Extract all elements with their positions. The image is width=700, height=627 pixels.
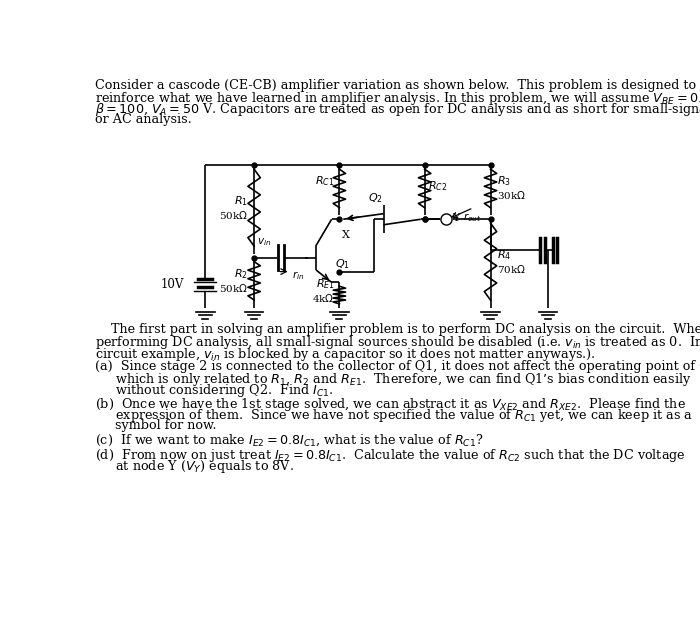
Text: without considering Q2.  Find $I_{C1}$.: without considering Q2. Find $I_{C1}$. [95,382,334,399]
Text: $r_{out}$: $r_{out}$ [463,211,482,224]
Text: (a)  Since stage 2 is connected to the collector of Q1, it does not affect the o: (a) Since stage 2 is connected to the co… [95,360,700,373]
Text: symbol for now.: symbol for now. [95,419,217,431]
Text: $R_3$: $R_3$ [497,174,511,188]
Text: $Q_1$: $Q_1$ [335,257,350,271]
Text: reinforce what we have learned in amplifier analysis. In this problem, we will a: reinforce what we have learned in amplif… [95,90,700,107]
Text: (c)  If we want to make $I_{E2} = 0.8I_{C1}$, what is the value of $R_{C1}$?: (c) If we want to make $I_{E2} = 0.8I_{C… [95,433,484,448]
Text: Y: Y [452,213,460,223]
Text: or AC analysis.: or AC analysis. [95,113,192,125]
Text: 70k$\Omega$: 70k$\Omega$ [497,263,526,275]
Text: $R_{C1}$: $R_{C1}$ [315,174,335,188]
Text: performing DC analysis, all small-signal sources should be disabled (i.e. $v_{in: performing DC analysis, all small-signal… [95,334,700,351]
Text: (d)  From now on just treat $I_{E2} = 0.8I_{C1}$.  Calculate the value of $R_{C2: (d) From now on just treat $I_{E2} = 0.8… [95,447,686,464]
Text: at node Y ($V_Y$) equals to 8V.: at node Y ($V_Y$) equals to 8V. [95,458,294,475]
Text: 4k$\Omega$: 4k$\Omega$ [312,292,335,304]
Text: 50k$\Omega$: 50k$\Omega$ [219,282,248,294]
Text: $r_{in}$: $r_{in}$ [292,269,304,282]
Text: $R_4$: $R_4$ [497,248,511,261]
Text: Consider a cascode (CE-CB) amplifier variation as shown below.  This problem is : Consider a cascode (CE-CB) amplifier var… [95,79,696,92]
Text: (b)  Once we have the 1st stage solved, we can abstract it as $V_{XE2}$ and $R_{: (b) Once we have the 1st stage solved, w… [95,396,686,413]
Text: $Q_2$: $Q_2$ [368,192,383,206]
Text: $R_{E1}$: $R_{E1}$ [316,277,335,291]
Text: $R_2$: $R_2$ [234,267,248,281]
Text: $\beta = 100$, $V_A = 50$ V. Capacitors are treated as open for DC analysis and : $\beta = 100$, $V_A = 50$ V. Capacitors … [95,102,700,119]
Text: which is only related to $R_1$, $R_2$ and $R_{E1}$.  Therefore, we can find Q1’s: which is only related to $R_1$, $R_2$ an… [95,371,692,388]
Text: 50k$\Omega$: 50k$\Omega$ [219,209,248,221]
Text: $R_{C2}$: $R_{C2}$ [428,179,448,193]
Text: The first part in solving an amplifier problem is to perform DC analysis on the : The first part in solving an amplifier p… [95,323,700,336]
Text: $v_{in}$: $v_{in}$ [257,236,272,248]
Text: expression of them.  Since we have not specified the value of $R_{C1}$ yet, we c: expression of them. Since we have not sp… [95,408,693,424]
Text: $R_1$: $R_1$ [234,194,248,208]
Text: 10V: 10V [160,278,183,291]
Text: X: X [342,230,349,240]
Text: circuit example, $v_{in}$ is blocked by a capacitor so it does not matter anyway: circuit example, $v_{in}$ is blocked by … [95,345,596,362]
Text: 30k$\Omega$: 30k$\Omega$ [497,189,526,201]
